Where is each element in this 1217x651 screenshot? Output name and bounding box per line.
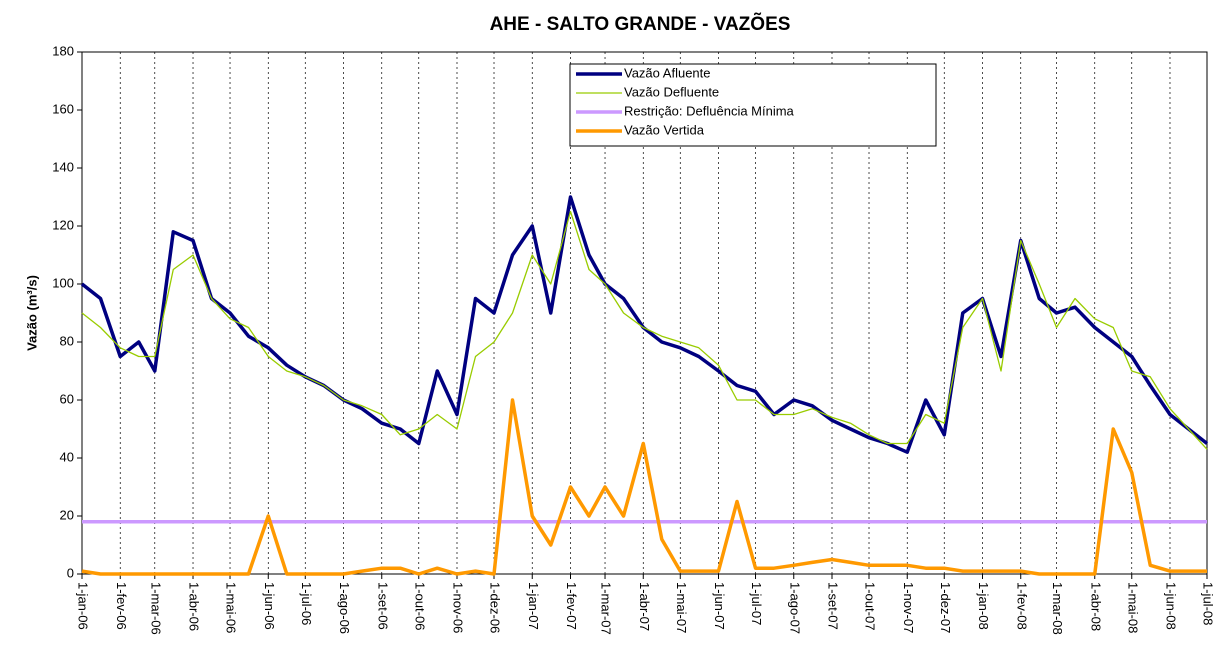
x-tick-label: 1-mar-06 [148,582,163,635]
legend-label: Vazão Vertida [624,122,705,137]
x-tick-label: 1-jul-06 [299,582,314,625]
legend-label: Restrição: Defluência Mínima [624,103,795,118]
y-tick-label: 20 [60,507,74,522]
legend-label: Vazão Afluente [624,65,711,80]
series-line [81,398,1207,576]
legend-box [569,63,937,147]
x-tick-label: 1-nov-06 [451,582,466,633]
y-tick-label: 140 [52,159,74,174]
x-tick-label: 1-jun-07 [712,582,727,630]
legend: Vazão Afluente Vazão Defluente Restrição: … [569,63,937,147]
x-tick-label: 1-dez-07 [938,582,953,633]
x-tick-label: 1-fev-07 [564,582,579,630]
x-tick-label: 1-jul-08 [1201,582,1216,625]
x-tick-label: 1-fev-06 [114,582,129,630]
y-tick-label: 120 [52,217,74,232]
series-line [81,210,1208,450]
x-tick-label: 1-jun-06 [262,582,277,630]
x-tick-label: 1-mai-08 [1125,582,1140,633]
series-line [80,195,1209,454]
y-tick-label: 40 [60,449,74,464]
x-tick-label: 1-out-06 [412,582,427,630]
y-tick-label: 100 [52,275,74,290]
y-tick-label: 160 [52,101,74,116]
y-tick-label: 180 [52,43,74,58]
x-tick-label: 1-dez-06 [488,582,503,633]
x-tick-label: 1-jun-08 [1164,582,1179,630]
x-tick-label: 1-mar-08 [1050,582,1065,635]
x-tick-label: 1-out-07 [863,582,878,630]
x-tick-label: 1-nov-07 [901,582,916,633]
legend-label: Vazão Defluente [624,84,719,99]
x-tick-label: 1-jan-06 [76,582,91,630]
y-tick-label: 0 [67,565,74,580]
x-tick-label: 1-mai-06 [224,582,239,633]
x-tick-label: 1-set-06 [375,582,390,630]
y-tick-label: 60 [60,391,74,406]
x-tick-label: 1-mar-07 [599,582,614,635]
x-tick-label: 1-ago-07 [787,582,802,634]
x-tick-label: 1-ago-06 [337,582,352,634]
x-tick-label: 1-abr-08 [1088,582,1103,631]
y-axis-label: Vazão (m³/s) [24,275,39,351]
x-tick-label: 1-jan-07 [526,582,541,630]
x-tick-label: 1-abr-07 [637,582,652,631]
chart-title: AHE - SALTO GRANDE - VAZÕES [490,13,791,35]
x-tick-label: 1-set-07 [826,582,841,630]
x-tick-label: 1-jan-08 [976,582,991,630]
x-tick-label: 1-abr-06 [187,582,202,631]
x-tick-label: 1-fev-08 [1014,582,1029,630]
x-tick-label: 1-mai-07 [674,582,689,633]
x-tick-label: 1-jul-07 [749,582,764,625]
y-tick-label: 80 [60,333,74,348]
